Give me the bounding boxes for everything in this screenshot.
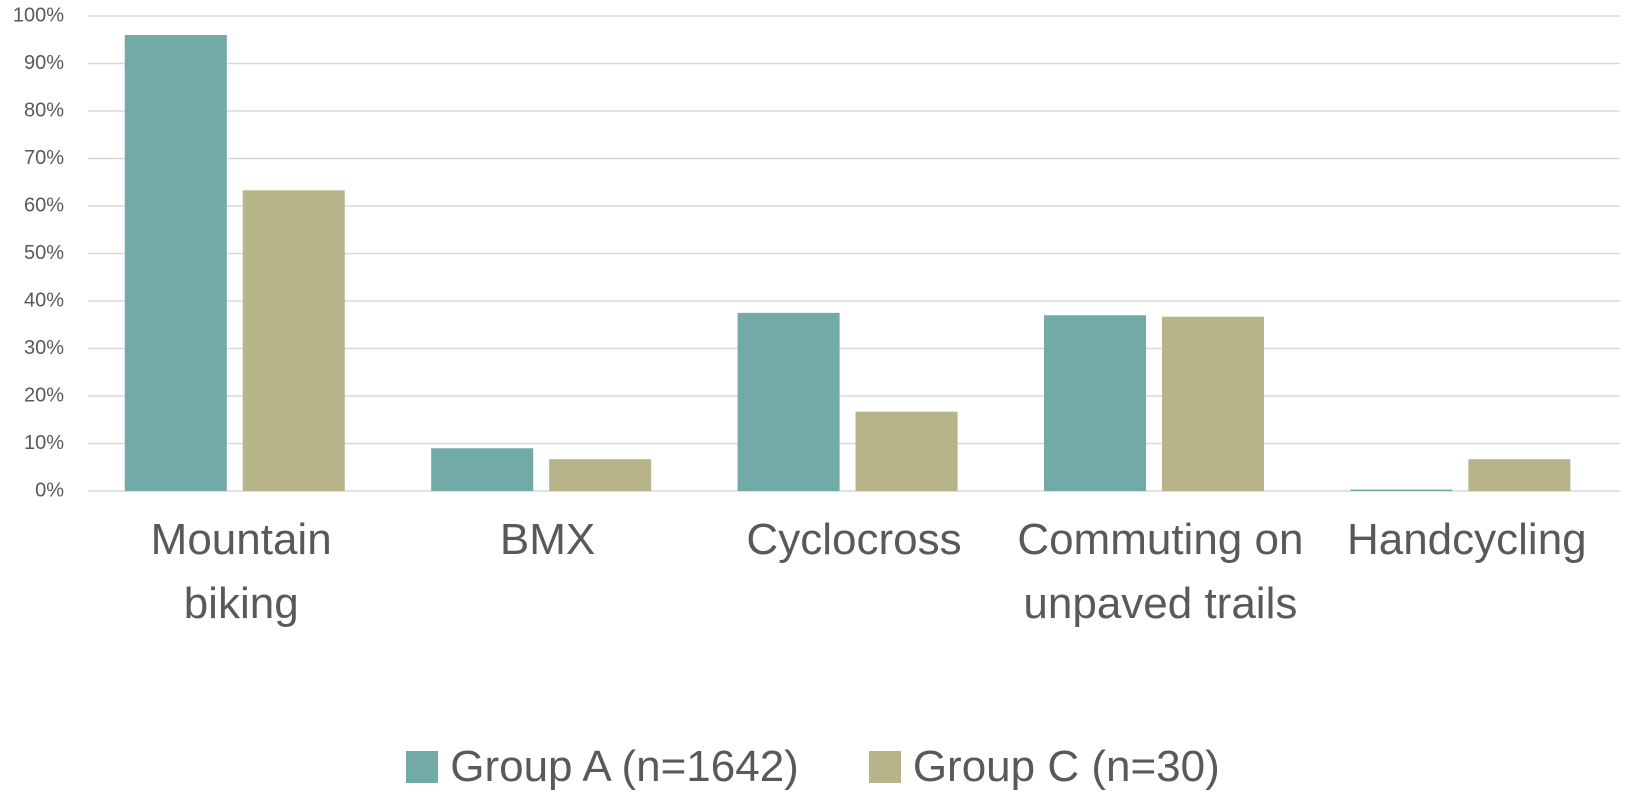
- x-tick-label: Cyclocross: [746, 515, 962, 564]
- y-tick-label: 80%: [24, 99, 64, 121]
- y-tick-label: 100%: [13, 4, 64, 26]
- y-tick-label: 30%: [24, 337, 64, 359]
- x-tick-label: Handcycling: [1346, 515, 1587, 564]
- legend-item: Group C (n=30): [868, 742, 1220, 792]
- y-tick-label: 10%: [24, 432, 64, 454]
- legend-swatch: [406, 751, 439, 783]
- legend-label: Group C (n=30): [912, 742, 1220, 791]
- bar: [737, 312, 840, 491]
- bar: [855, 411, 958, 491]
- y-tick-label: 60%: [24, 194, 64, 216]
- y-tick-label: 70%: [24, 147, 64, 169]
- y-tick-label: 0%: [35, 479, 64, 501]
- bar: [1350, 489, 1453, 491]
- legend-swatch: [868, 751, 901, 783]
- bar: [1468, 459, 1571, 491]
- y-tick-label: 20%: [24, 384, 64, 406]
- bar: [431, 448, 534, 491]
- bar: [1161, 316, 1264, 491]
- bar: [549, 459, 652, 491]
- bar: [1043, 315, 1146, 491]
- x-tick-label: Commuting on unpaved trails: [1017, 515, 1304, 628]
- y-tick-label: 40%: [24, 289, 64, 311]
- legend-item: Group A (n=1642): [406, 742, 799, 792]
- x-tick-label: Mountain biking: [150, 515, 332, 628]
- y-tick-label: 50%: [24, 242, 64, 264]
- legend: Group A (n=1642) Group C (n=30): [0, 742, 1626, 792]
- x-tick-label: BMX: [499, 515, 596, 564]
- y-tick-label: 90%: [24, 52, 64, 74]
- bar: [242, 190, 345, 491]
- legend-label: Group A (n=1642): [450, 742, 799, 791]
- bar: [124, 35, 227, 491]
